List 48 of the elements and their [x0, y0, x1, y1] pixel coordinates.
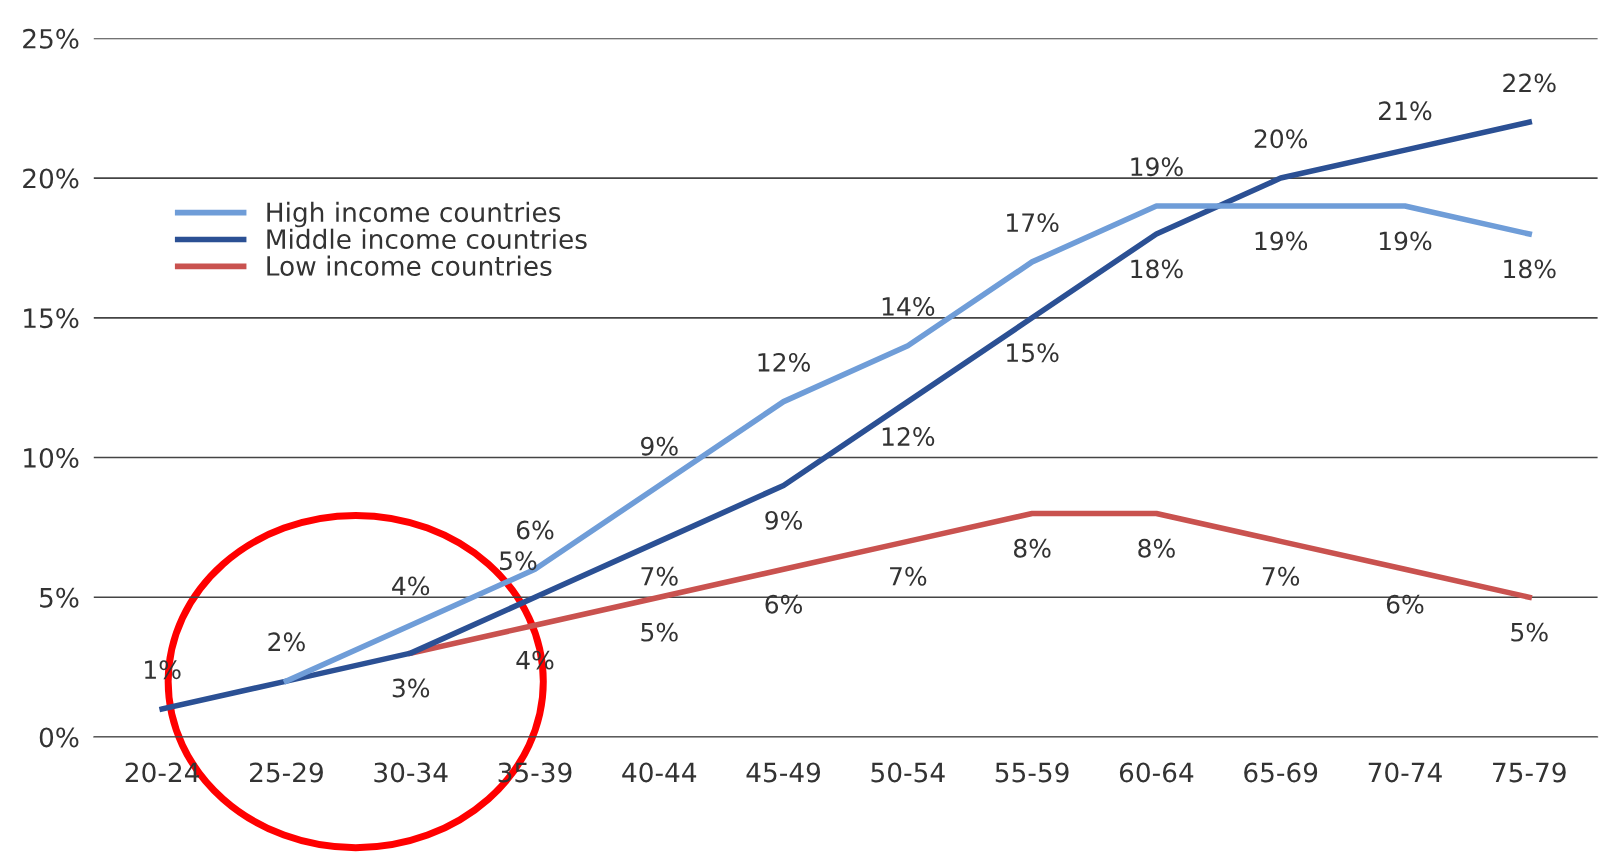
legend-label: Low income countries: [267, 255, 552, 276]
data-label: 14%: [882, 296, 935, 316]
data-label: 19%: [1255, 231, 1308, 251]
x-tick-label: 25-29: [250, 762, 323, 783]
data-label: 19%: [1131, 157, 1183, 177]
x-tick-label: 70-74: [1368, 762, 1442, 783]
data-label: 6%: [765, 594, 802, 614]
data-label: 7%: [1262, 566, 1300, 586]
data-label: 21%: [1379, 101, 1432, 121]
data-label: 5%: [641, 622, 678, 642]
data-label: 22%: [1503, 73, 1556, 93]
data-label: 20%: [1254, 129, 1308, 149]
x-tick-label: 40-44: [622, 762, 697, 783]
legend-label: High income countries: [267, 201, 561, 228]
y-tick-label: 15%: [24, 308, 79, 329]
y-tick-label: 0%: [39, 727, 79, 748]
x-tick-label: 45-49: [746, 762, 821, 783]
data-label: 18%: [1131, 259, 1183, 279]
data-label: 6%: [516, 520, 554, 540]
data-label: 19%: [1379, 231, 1432, 251]
y-tick-label: 5%: [40, 587, 79, 608]
data-label: 8%: [1013, 538, 1051, 558]
data-label: 12%: [758, 352, 810, 372]
data-label: 12%: [882, 427, 935, 446]
x-tick-label: 65-69: [1244, 762, 1318, 783]
legend-label: Middle income countries: [267, 228, 587, 250]
data-label: 3%: [392, 678, 430, 698]
y-tick-label: 10%: [24, 447, 79, 468]
x-tick-label: 50-54: [871, 762, 945, 783]
data-label: 7%: [890, 566, 927, 586]
data-label: 7%: [641, 566, 678, 586]
data-label: 8%: [1138, 538, 1175, 558]
data-label: 4%: [392, 576, 430, 596]
data-label: 17%: [1007, 213, 1059, 233]
x-tick-label: 60-64: [1119, 762, 1194, 783]
x-tick-label: 75-79: [1493, 762, 1566, 783]
data-label: 5%: [500, 551, 537, 571]
data-label: 5%: [1511, 622, 1548, 642]
data-label: 9%: [765, 510, 802, 530]
y-tick-label: 25%: [23, 28, 79, 49]
x-tick-label: 30-34: [374, 762, 448, 783]
data-label: 2%: [268, 632, 305, 652]
x-tick-label: 55-59: [995, 762, 1069, 783]
y-tick-label: 20%: [23, 168, 79, 189]
data-label: 6%: [1386, 594, 1424, 614]
data-label: 18%: [1504, 259, 1556, 279]
data-label: 9%: [641, 436, 678, 456]
data-label: 15%: [1007, 343, 1059, 363]
